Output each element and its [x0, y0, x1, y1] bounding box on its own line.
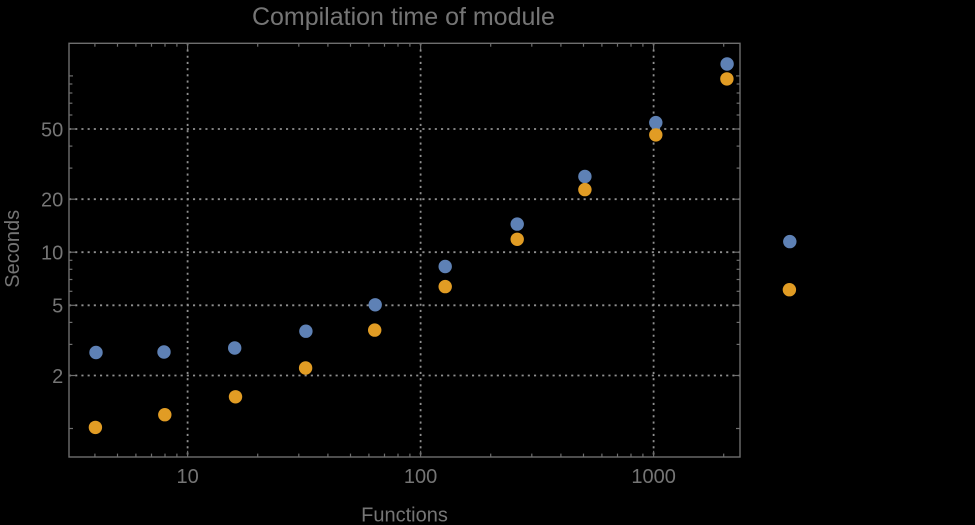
svg-text:2: 2 — [52, 366, 63, 388]
svg-text:Compilation time of module: Compilation time of module — [252, 3, 555, 31]
svg-text:100: 100 — [404, 466, 437, 488]
svg-text:5: 5 — [52, 296, 63, 318]
svg-text:20: 20 — [41, 190, 63, 212]
svg-text:Seconds: Seconds — [2, 210, 24, 288]
svg-text:10: 10 — [41, 243, 63, 265]
svg-text:1000: 1000 — [631, 466, 676, 488]
svg-text:Functions: Functions — [361, 505, 448, 525]
svg-text:10: 10 — [176, 466, 198, 488]
svg-text:50: 50 — [41, 119, 63, 141]
